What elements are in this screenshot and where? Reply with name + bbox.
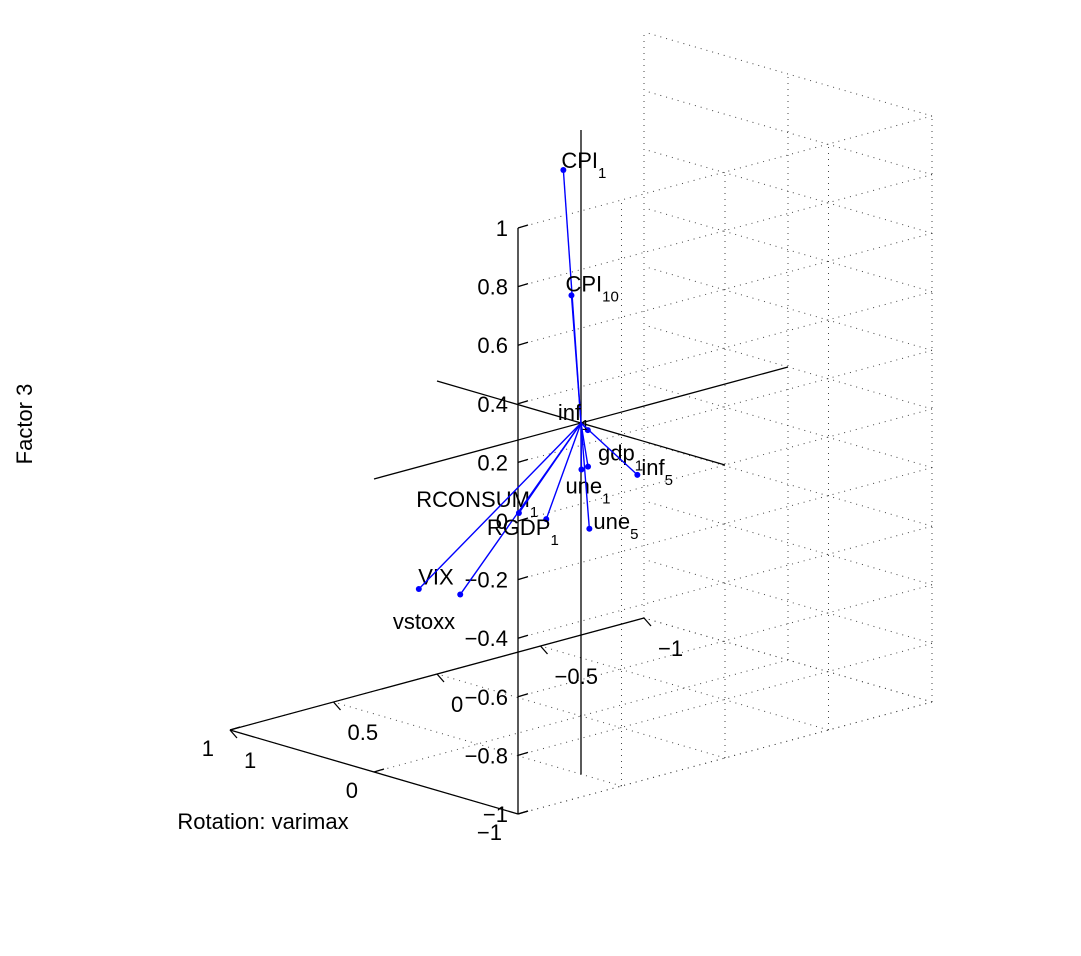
- z-tick-label: −0.6: [465, 685, 508, 710]
- z-tick: [517, 341, 529, 346]
- loading-vectors: CPI1CPI10inf1RCONSUM1VIXvstoxxRGDP1gdp1u…: [393, 148, 673, 634]
- grid-line: [643, 90, 933, 176]
- vector-label: CPI10: [565, 271, 618, 305]
- x-tick-label: 0.5: [348, 720, 379, 745]
- loading-point: [585, 463, 592, 470]
- y-tick-label: −1: [477, 820, 502, 845]
- x-tick: [540, 645, 548, 655]
- loading-point: [568, 292, 575, 299]
- y-axis-title: Rotation: varimax: [177, 809, 348, 834]
- vector-label: VIX: [418, 565, 454, 590]
- x-tick-label: −0.5: [555, 664, 598, 689]
- y-tick-label: 1: [202, 736, 214, 761]
- plot-box: [229, 224, 652, 815]
- loading-point: [515, 510, 522, 517]
- z-tick: [517, 693, 529, 698]
- grid-line: [517, 291, 933, 405]
- grid-line: [333, 701, 622, 787]
- tick-labels: 10.80.60.40.20−0.2−0.4−0.6−0.8−1−101 10.5…: [202, 216, 683, 845]
- grid-line: [643, 383, 933, 469]
- grid-line: [643, 31, 933, 117]
- vector-label: inf1: [558, 400, 590, 434]
- z-tick-label: 0.4: [477, 392, 508, 417]
- vector-label: CPI1: [561, 148, 606, 182]
- vector-label: vstoxx: [393, 609, 455, 634]
- loading-vector: [580, 422, 638, 476]
- y-tick: [373, 768, 385, 773]
- z-tick-label: −0.4: [465, 626, 508, 651]
- x-tick: [643, 617, 652, 627]
- y-tick-label: 0: [346, 778, 358, 803]
- grid-line: [643, 617, 933, 703]
- grid-line: [517, 525, 933, 639]
- loading-point: [415, 586, 422, 593]
- vector-label: inf5: [641, 455, 673, 489]
- vector-label: RCONSUM1: [416, 487, 538, 521]
- loading-vector: [580, 422, 591, 529]
- vector-label: une1: [565, 473, 610, 507]
- x-tick: [333, 701, 341, 711]
- x-tick-label: 1: [244, 748, 256, 773]
- vector-label: une5: [593, 509, 638, 543]
- z-tick-label: 0.2: [477, 450, 508, 475]
- z-tick-label: 0: [496, 509, 508, 534]
- loading-point: [457, 591, 464, 598]
- loading-point: [543, 516, 550, 523]
- loading-point: [578, 466, 585, 473]
- z-tick-label: 1: [496, 216, 508, 241]
- grid-line: [517, 642, 933, 756]
- loading-vector: [570, 295, 582, 424]
- z-tick: [517, 282, 529, 288]
- loading-vector: [545, 422, 582, 520]
- grid-line: [540, 645, 829, 731]
- z-tick-label: −0.8: [465, 743, 508, 768]
- x-tick: [229, 729, 238, 739]
- loading-point: [560, 167, 567, 174]
- z-tick: [517, 458, 529, 464]
- x-tick-label: −1: [658, 636, 683, 661]
- loading-vector: [518, 422, 582, 514]
- grid-line: [643, 558, 933, 644]
- grid-line: [643, 148, 933, 234]
- z-tick: [517, 575, 529, 581]
- z-axis-title: Factor 3: [12, 384, 37, 465]
- y-tick: [517, 810, 529, 815]
- grid-line: [643, 207, 933, 293]
- grid-line: [643, 500, 933, 586]
- z-tick: [517, 400, 529, 405]
- loading-point: [586, 525, 593, 532]
- grid-line: [643, 441, 933, 527]
- z-tick-label: 0.6: [477, 333, 508, 358]
- z-tick: [517, 517, 529, 522]
- z-tick-label: 0.8: [477, 275, 508, 300]
- y-tick: [229, 726, 241, 731]
- grid-line: [517, 174, 933, 288]
- loading-vector: [418, 422, 582, 590]
- x-tick: [436, 673, 445, 683]
- z-tick-label: −1: [483, 802, 508, 827]
- z-tick-label: −0.2: [465, 568, 508, 593]
- grid-line: [643, 265, 933, 351]
- x-tick-label: 0: [451, 692, 463, 717]
- loading-point: [634, 471, 641, 478]
- z-tick: [517, 634, 529, 639]
- z-tick: [517, 751, 529, 757]
- z-tick: [517, 224, 529, 229]
- vector-label: RGDP1: [487, 515, 559, 549]
